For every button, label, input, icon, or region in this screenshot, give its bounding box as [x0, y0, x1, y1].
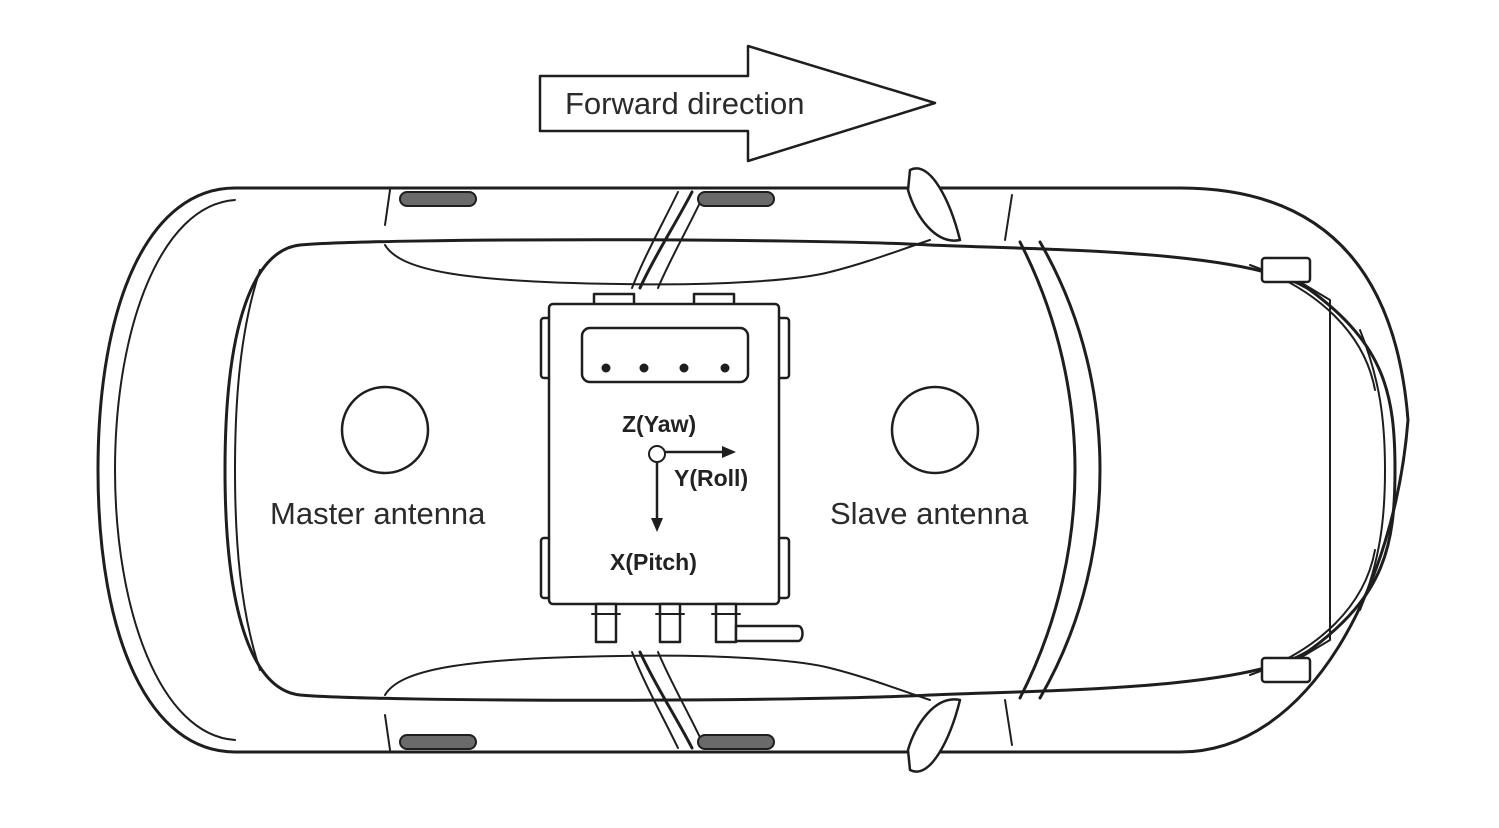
led-indicator — [601, 363, 611, 373]
master-antenna-label: Master antenna — [270, 496, 486, 531]
slave-antenna-icon — [890, 385, 980, 475]
slave-antenna-label: Slave antenna — [830, 496, 1029, 531]
ins-device — [539, 292, 804, 644]
y-axis-label: Y(Roll) — [674, 465, 748, 491]
forward-direction-label: Forward direction — [565, 86, 804, 121]
x-axis-label: X(Pitch) — [610, 549, 697, 575]
side-mirror-left — [906, 167, 962, 242]
forward-arrow — [538, 44, 937, 163]
axis-marker — [648, 445, 736, 532]
led-indicator — [679, 363, 689, 373]
led-indicator — [720, 363, 730, 373]
wheels — [384, 189, 775, 751]
led-indicator — [639, 363, 649, 373]
z-axis-label: Z(Yaw) — [622, 411, 696, 437]
side-mirror-right — [906, 698, 962, 773]
master-antenna-icon — [340, 385, 430, 475]
